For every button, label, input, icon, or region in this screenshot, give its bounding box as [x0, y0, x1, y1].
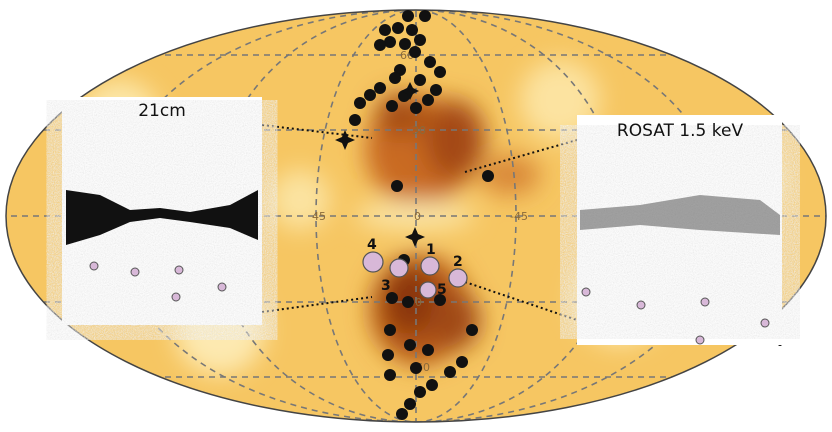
source-dot [410, 362, 422, 374]
inset-title: ROSAT 1.5 keV [617, 121, 744, 141]
source-dot [422, 344, 434, 356]
inset-21cm: 21cm [62, 97, 262, 325]
source-dot [402, 10, 414, 22]
source-labels: 1 2 3 4 5 [367, 237, 463, 298]
source-label: 1 [426, 242, 436, 258]
source-dot [396, 408, 408, 420]
labeled-sources [362, 251, 468, 299]
source-dot [414, 386, 426, 398]
source-dot [404, 398, 416, 410]
source-dot [384, 369, 396, 381]
source-dot [456, 356, 468, 368]
source-dot [384, 324, 396, 336]
source-dot [410, 102, 422, 114]
sky-border [5, 9, 827, 423]
source-dot [392, 22, 404, 34]
source-dot [384, 36, 396, 48]
inset-sources [89, 261, 227, 302]
source-dot [434, 66, 446, 78]
source-dot [422, 94, 434, 106]
source-dot [391, 180, 403, 192]
source-dot [414, 34, 426, 46]
source-dot [386, 100, 398, 112]
source-dot [404, 339, 416, 351]
source-label: 3 [381, 278, 391, 294]
inset-sources [581, 287, 770, 345]
grid-label: -45 [510, 210, 528, 223]
source-dot [426, 379, 438, 391]
source-dot [424, 56, 436, 68]
inset-title: 21cm [138, 101, 186, 121]
source-dot [409, 46, 421, 58]
source-dot [434, 294, 446, 306]
grid-label: 0 [414, 210, 421, 223]
source-dot [374, 82, 386, 94]
source-dot [430, 84, 442, 96]
source-dot [374, 39, 386, 51]
source-dot [364, 89, 376, 101]
connector-lines [261, 124, 578, 321]
source-dot [382, 349, 394, 361]
source-dot [389, 72, 401, 84]
emission-band [580, 195, 780, 235]
source-dot [399, 38, 411, 50]
stars [335, 82, 425, 247]
source-label: 2 [453, 254, 463, 270]
source-label: 4 [367, 237, 377, 253]
source-dot [402, 296, 414, 308]
source-dot [419, 10, 431, 22]
source-dot [406, 24, 418, 36]
source-dot [379, 24, 391, 36]
galactic-plane [66, 190, 258, 245]
source-dot [349, 114, 361, 126]
source-label: 5 [437, 282, 447, 298]
source-dot [386, 292, 398, 304]
source-dot [414, 74, 426, 86]
inset-rosat: ROSAT 1.5 keV [577, 115, 782, 345]
grid-label: 30 [412, 124, 426, 137]
source-dot [466, 324, 478, 336]
grid-label: 45 [312, 210, 326, 223]
source-dot [482, 170, 494, 182]
source-dot [444, 366, 456, 378]
source-dot [354, 97, 366, 109]
